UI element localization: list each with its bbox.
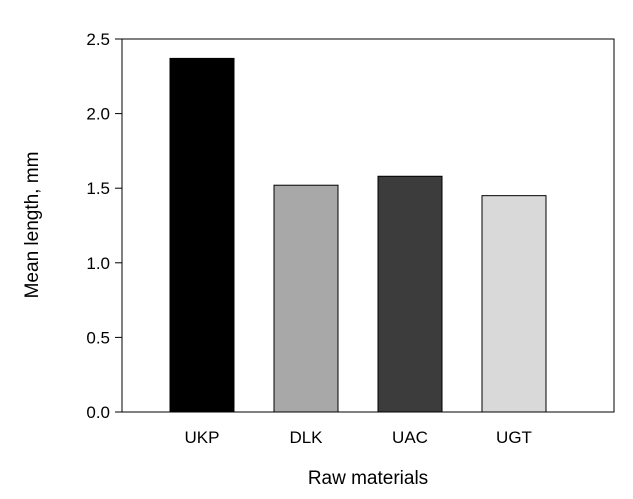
- x-tick-label-ukp: UKP: [185, 428, 220, 447]
- y-tick-label: 2.0: [86, 105, 110, 124]
- y-tick-label: 1.5: [86, 179, 110, 198]
- x-axis-ticks: UKP DLK UAC UGT: [185, 428, 532, 447]
- y-tick-label: 1.0: [86, 254, 110, 273]
- y-axis-ticks: 0.0 0.5 1.0 1.5 2.0 2.5: [86, 30, 122, 422]
- bar-ugt: [481, 195, 547, 413]
- x-tick-label-ugt: UGT: [496, 428, 532, 447]
- y-tick-label: 2.5: [86, 30, 110, 49]
- y-tick-label: 0.0: [86, 403, 110, 422]
- x-axis-title: Raw materials: [308, 468, 428, 489]
- y-tick-label: 0.5: [86, 328, 110, 347]
- x-tick-label-uac: UAC: [392, 428, 428, 447]
- y-axis-title: Mean length, mm: [22, 152, 43, 299]
- bar-uac: [377, 175, 443, 413]
- bars-group: [169, 57, 547, 413]
- bar-ukp: [169, 57, 235, 413]
- x-tick-label-dlk: DLK: [289, 428, 323, 447]
- bar-dlk: [273, 184, 339, 413]
